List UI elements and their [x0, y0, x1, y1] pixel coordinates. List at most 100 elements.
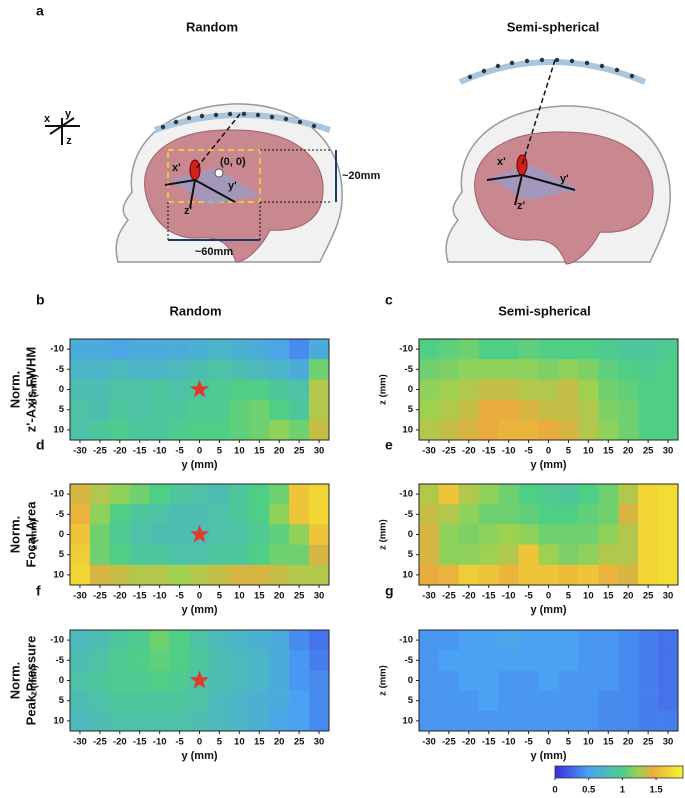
heatmap-cell [269, 630, 290, 651]
heatmap-cell [438, 690, 460, 712]
heatmap-cell [149, 710, 170, 732]
heatmap-cell [558, 564, 579, 586]
local-axes [164, 179, 236, 209]
heatmap-cell [558, 650, 579, 671]
heatmap-cell [458, 690, 480, 712]
heatmap-cell [419, 670, 440, 691]
heatmap-cell [458, 650, 480, 671]
heatmap-cell [309, 670, 330, 691]
colorbar [554, 765, 684, 779]
heatmap-cell [169, 670, 190, 691]
heatmap-cell [169, 359, 190, 380]
heatmap-cell [478, 710, 499, 732]
heatmap-cell [638, 650, 659, 671]
heatmap-cell [638, 504, 659, 525]
x-tick-label: 15 [603, 737, 614, 748]
heatmap-cell [638, 419, 659, 441]
heatmap-cell [70, 504, 91, 525]
x-tick-label: 0 [197, 737, 202, 748]
heatmap-cell [229, 564, 250, 586]
x-tick-label: 10 [583, 591, 594, 602]
y-tick-label: -10 [399, 635, 413, 646]
heatmap-cell [578, 524, 599, 545]
y-tick-label: 10 [402, 569, 413, 580]
heatmap-cell [538, 399, 559, 421]
x-tick-label: -5 [524, 737, 533, 748]
heatmap-cell [149, 379, 170, 400]
heatmap-cell [109, 419, 131, 441]
heatmap-cell [109, 544, 131, 566]
x-tick-label: -20 [462, 737, 476, 748]
heatmap-cell [538, 710, 559, 732]
heatmap-cell [478, 504, 499, 525]
heatmap-cell [458, 339, 480, 360]
x-tick-label: 15 [603, 591, 614, 602]
heatmap-cell [249, 419, 270, 441]
heatmap-cell [109, 339, 131, 360]
heatmap-cell [109, 564, 131, 586]
heatmap-cell [89, 710, 111, 732]
heatmap-cell [169, 504, 190, 525]
heatmap-cell [149, 524, 170, 545]
heatmap-cell [558, 504, 579, 525]
heatmap-cell [538, 504, 559, 525]
heatmap-cell [209, 564, 230, 586]
heatmap-cell [149, 630, 170, 651]
target-star [190, 379, 209, 398]
heatmap-cell [229, 399, 250, 421]
heatmap-cell [658, 484, 679, 505]
y-tick-label: -5 [405, 655, 414, 666]
heatmap-cell [149, 399, 170, 421]
heatmap-cell [538, 339, 559, 360]
x-tick-label: -15 [133, 591, 147, 602]
heatmap-cell [70, 379, 91, 400]
heatmap-cell [209, 484, 230, 505]
heatmap-cell [309, 399, 330, 421]
row-label: Norm. [7, 516, 22, 554]
heatmap-cell [658, 710, 679, 732]
heatmap-cell [578, 670, 599, 691]
heatmap-cell [129, 359, 150, 380]
heatmap-cell [189, 650, 210, 671]
x-tick-label: 25 [643, 446, 654, 457]
x-tick-label: -30 [73, 446, 87, 457]
heatmap-cell [149, 564, 170, 586]
heatmap-cell [598, 524, 619, 545]
heatmap-cell [89, 544, 111, 566]
heatmap-cell [498, 379, 519, 400]
heatmap-cell [89, 339, 111, 360]
heatmap-cell [229, 630, 250, 651]
x-tick-label: -15 [133, 446, 147, 457]
heatmap-cell [249, 339, 270, 360]
heatmap-cell [658, 650, 679, 671]
panel-title: Random [170, 303, 222, 318]
heatmap-cell [229, 710, 250, 732]
x-tick-label: 0 [197, 591, 202, 602]
heatmap-cell [558, 484, 579, 505]
axis-name: y' [560, 173, 569, 185]
heatmap-cell [129, 399, 150, 421]
axis-name: z' [517, 200, 526, 212]
heatmap [419, 484, 679, 586]
heatmap-cell [498, 690, 519, 712]
x-axis-label: y (mm) [181, 459, 217, 471]
panel-letter: b [36, 292, 45, 308]
heatmap-cell [438, 359, 460, 380]
x-tick-label: 5 [217, 591, 223, 602]
x-tick-label: -20 [113, 737, 127, 748]
x-tick-label: -5 [524, 446, 533, 457]
heatmap-cell [149, 504, 170, 525]
heatmap-cell [538, 484, 559, 505]
heatmap-cell [498, 524, 519, 545]
heatmap-cell [578, 379, 599, 400]
heatmap-cell [618, 419, 639, 441]
heatmap-cell [289, 670, 310, 691]
heatmap-cell [70, 650, 91, 671]
heatmap-cell [438, 544, 460, 566]
heatmap-cell [209, 670, 230, 691]
heatmap [70, 630, 330, 732]
x-tick-label: -15 [482, 446, 496, 457]
heatmap-cell [419, 650, 440, 671]
heatmap-cell [289, 564, 310, 586]
heatmap-cell [189, 419, 210, 441]
